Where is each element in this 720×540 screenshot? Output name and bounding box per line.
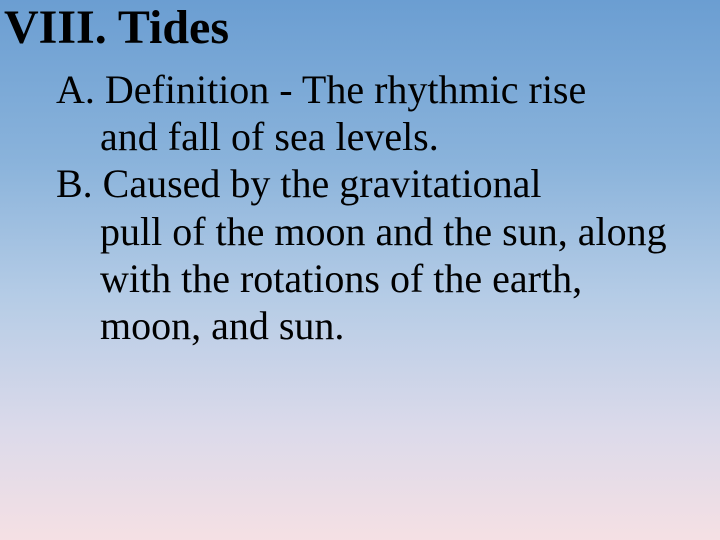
outline-item-a-cont: and fall of sea levels. <box>56 113 690 160</box>
outline-item-a-line1: A. Definition - The rhythmic rise <box>56 66 690 113</box>
slide-title: VIII. Tides <box>4 0 229 55</box>
outline-item-b: B. Caused by the gravitational pull of t… <box>56 160 690 349</box>
slide-body: A. Definition - The rhythmic rise and fa… <box>56 66 690 349</box>
slide: VIII. Tides A. Definition - The rhythmic… <box>0 0 720 540</box>
outline-item-b-line1: B. Caused by the gravitational <box>56 160 690 207</box>
outline-item-b-cont: pull of the moon and the sun, along with… <box>56 208 690 350</box>
outline-item-a: A. Definition - The rhythmic rise and fa… <box>56 66 690 160</box>
